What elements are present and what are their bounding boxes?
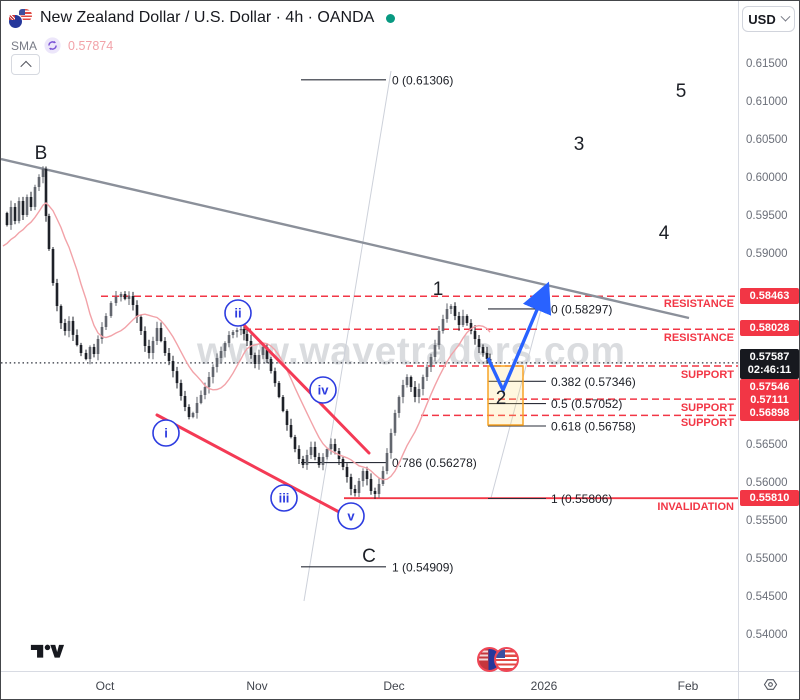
chevron-down-icon [780,11,791,22]
price-tick: 0.56000 [746,477,788,489]
current-price-badge: 0.57587 02:46:11 [740,349,799,379]
wave2-target-zone[interactable] [487,365,524,426]
price-level-badge: 0.58463 [740,288,799,304]
price-level-badge: 0.56898 [740,405,799,421]
fib-level-label: 1 (0.54909) [392,560,453,574]
wave-circle[interactable] [309,376,337,404]
price-level-badge: 0.57111 [740,392,799,408]
sr-label: RESISTANCE [664,332,734,344]
price-tick: 0.61000 [746,96,788,108]
wave-label[interactable]: 1 [433,279,444,300]
time-tick: 2026 [530,679,558,693]
wave-circle-label: i [164,426,168,441]
nz-flag-icon [9,14,22,28]
currency-selector-button[interactable]: USD [742,6,795,32]
us-flag-icon [19,8,32,22]
sr-label: INVALIDATION [657,501,734,513]
sma-line[interactable] [2,201,491,481]
fib-level-label: 0.786 (0.56278) [392,456,477,470]
sr-label: SUPPORT [681,417,734,429]
price-tick: 0.59500 [746,210,788,222]
wave-circle[interactable] [152,419,180,447]
time-tick: Oct [95,679,115,693]
wavetraders-flags-logo [477,646,519,674]
fib-level-label: 1 (0.55806) [551,492,612,506]
indicator-row: SMA 0.57874 [11,37,113,54]
us-flag-roundel-icon [494,647,519,672]
fib-level-label: 0 (0.58297) [551,302,612,316]
candlestick-series [5,166,492,499]
projection-arrow[interactable] [486,281,552,395]
price-level-badge: 0.57546 [740,379,799,395]
price-axis[interactable]: 0.61500 0.61000 0.60500 0.60000 0.59500 0.590… [738,1,799,671]
symbol-title[interactable]: New Zealand Dollar / U.S. Dollar · 4h · … [40,9,375,26]
wave-circle-label: v [347,509,355,524]
fib-reference-line-1 [303,70,392,602]
descending-channel-line[interactable] [1,157,690,320]
wave-circle[interactable] [224,299,252,327]
collapse-legend-button[interactable] [11,54,40,75]
tradingview-logo[interactable] [29,641,65,661]
settings-icon[interactable] [762,676,779,698]
wave-label[interactable]: 3 [574,134,585,155]
wave-i-v-trendline[interactable] [155,413,343,515]
price-tick: 0.54500 [746,591,788,603]
fib-level-label: 0.618 (0.56758) [551,420,636,434]
price-tick: 0.61500 [746,58,788,70]
nz-us-flags-icon [9,8,32,28]
price-tick: 0.55000 [746,553,788,565]
wave-circle-label: ii [234,306,241,321]
indicator-value: 0.57874 [68,38,114,53]
price-tick: 0.60000 [746,172,788,184]
time-tick: Dec [383,679,405,693]
wave-circle-label: iii [279,491,290,506]
symbol-row: New Zealand Dollar / U.S. Dollar · 4h · … [9,7,396,29]
refresh-icon[interactable] [44,37,61,54]
wave-label[interactable]: B [35,143,48,164]
axis-settings-corner [738,671,799,699]
sr-label: RESISTANCE [664,298,734,310]
price-tick: 0.56500 [746,439,788,451]
indicator-name[interactable]: SMA [11,38,38,53]
wave-circle-label: iv [318,383,330,398]
chart-plot-area[interactable]: www.wavetraders.com 0 (0.61306) 0.786 (0.… [1,1,738,671]
fib-level-label: 0.5 (0.57052) [551,397,622,411]
wave-label[interactable]: C [362,546,376,567]
currency-label: USD [748,11,776,27]
time-tick: Nov [246,679,268,693]
time-axis[interactable]: Oct Nov Dec 2026 Feb [1,671,738,699]
fib-reference-line-2 [490,286,548,499]
bar-countdown: 02:46:11 [747,364,792,376]
fib-level-label: 0 (0.61306) [392,73,453,87]
wave-label[interactable]: 2 [496,388,507,409]
wave-label[interactable]: 5 [676,81,687,102]
wave-circle[interactable] [270,484,298,512]
price-tick: 0.54000 [746,629,788,641]
sr-label: SUPPORT [681,402,734,414]
chevron-up-icon [19,60,32,72]
price-tick: 0.59000 [746,248,788,260]
sr-label: SUPPORT [681,369,734,381]
price-chart-canvas[interactable]: 0 (0.61306) 0.786 (0.56278) 1 (0.54909) 0 (… [1,1,738,671]
price-level-badge: 0.55810 [740,490,799,506]
price-tick: 0.55500 [746,515,788,527]
wave-circle[interactable] [337,502,365,530]
current-price-value: 0.57587 [749,351,790,363]
wave-label[interactable]: 4 [659,223,670,244]
time-tick: Feb [677,679,699,693]
price-tick: 0.60500 [746,134,788,146]
wave-ii-iv-trendline[interactable] [241,322,371,455]
price-level-badge: 0.58028 [740,320,799,336]
fib-level-label: 0.382 (0.57346) [551,375,636,389]
market-open-dot-icon[interactable] [386,13,396,23]
